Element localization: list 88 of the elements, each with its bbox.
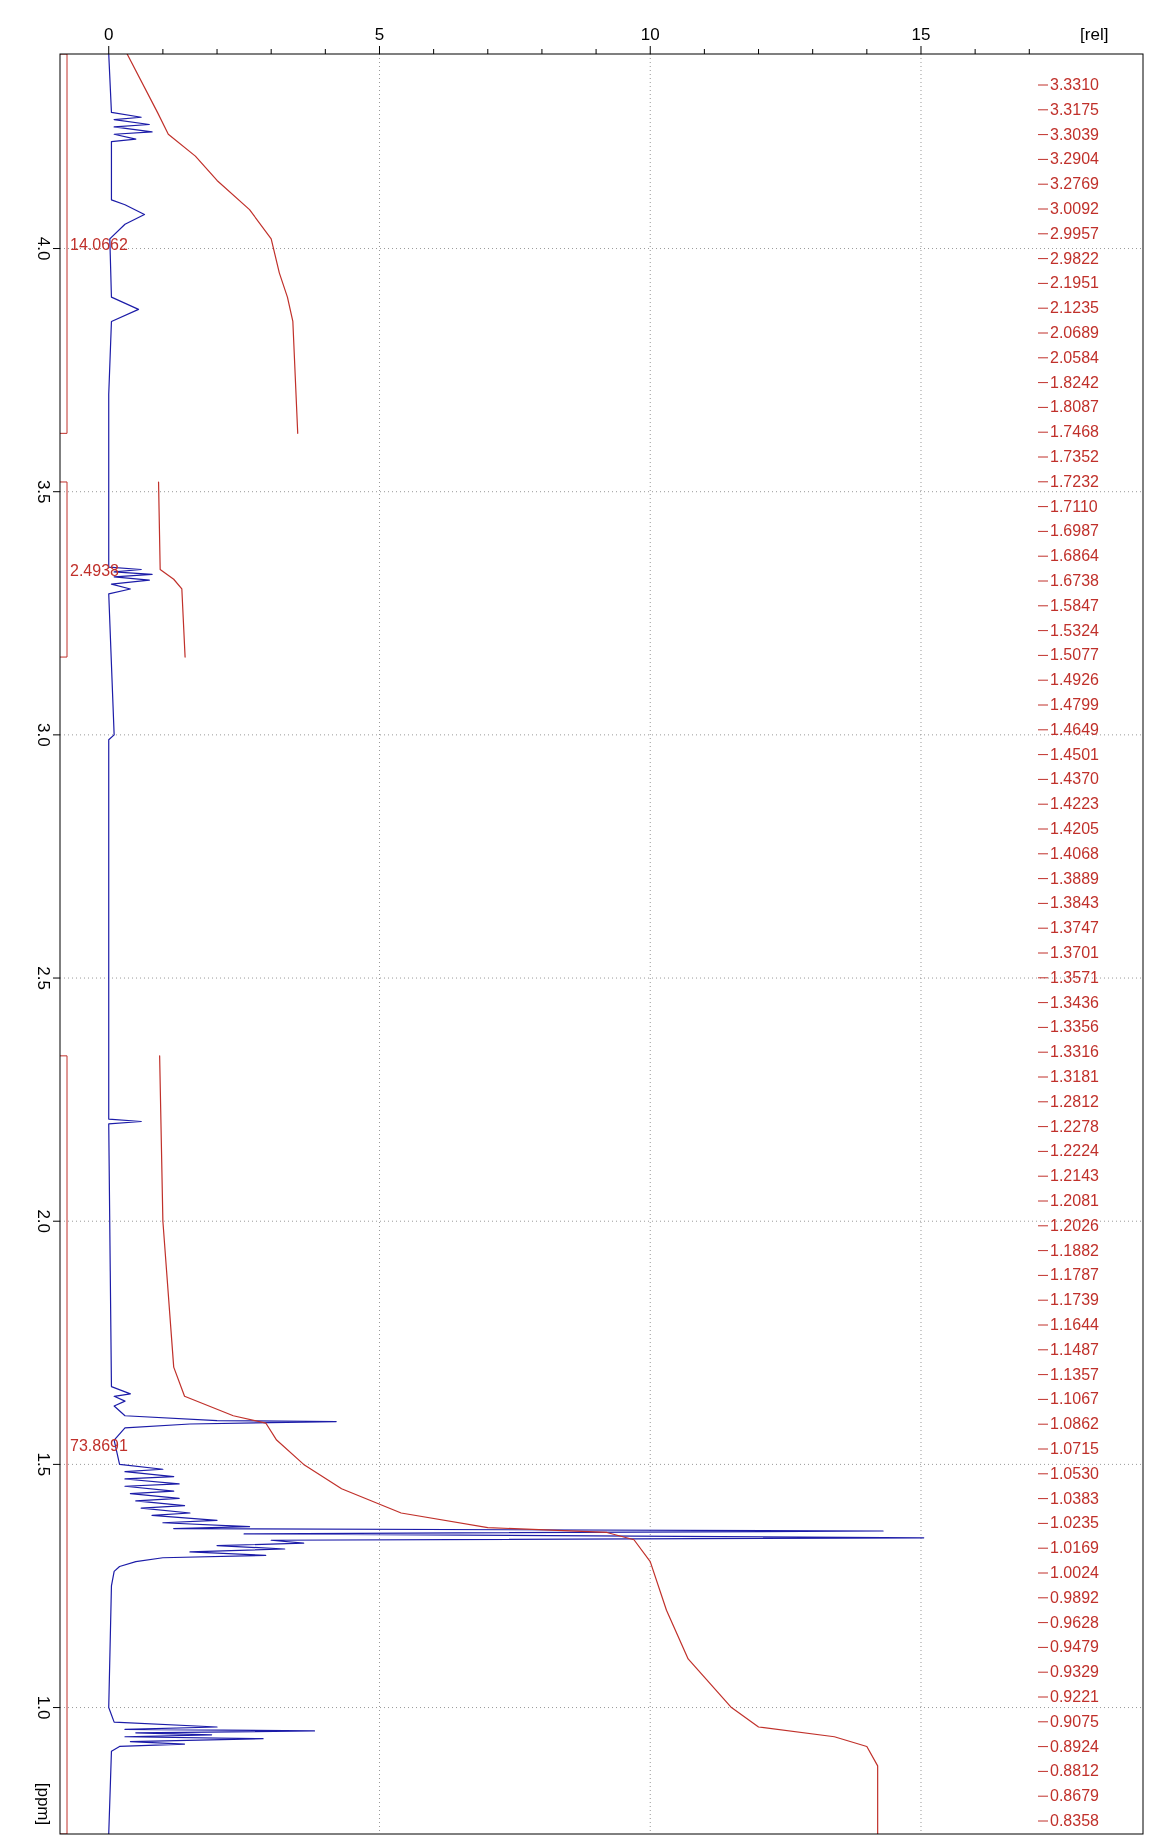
annotation: 0.9075 bbox=[1050, 1712, 1100, 1730]
y-tick-label: 1.5 bbox=[34, 1452, 53, 1477]
annotation: 0.9221 bbox=[1050, 1688, 1100, 1705]
annotation: 3.0092 bbox=[1050, 200, 1100, 217]
y-tick-label: 3.5 bbox=[34, 479, 53, 504]
annotation: 0.9628 bbox=[1050, 1613, 1100, 1631]
annotation: 1.2224 bbox=[1050, 1142, 1100, 1160]
annotation: 0.8812 bbox=[1050, 1762, 1100, 1780]
annotation: 1.3889 bbox=[1050, 869, 1100, 887]
y-tick-label: 1.0 bbox=[34, 1695, 53, 1720]
annotation: 1.7110 bbox=[1050, 497, 1098, 515]
annotation: 1.2143 bbox=[1050, 1167, 1100, 1185]
annotation: 1.8087 bbox=[1050, 398, 1100, 416]
x-tick-label: 0 bbox=[104, 25, 114, 44]
annotation: 1.3316 bbox=[1050, 1043, 1100, 1061]
annotation: 1.8242 bbox=[1050, 373, 1100, 391]
annotation: 1.4370 bbox=[1050, 770, 1100, 788]
x-tick-label: 5 bbox=[374, 25, 385, 44]
y-axis-title: [ppm] bbox=[34, 1782, 53, 1826]
y-tick-label: 4.0 bbox=[34, 236, 53, 261]
annotation: 3.3310 bbox=[1050, 76, 1100, 93]
annotation: 1.3181 bbox=[1050, 1068, 1100, 1085]
annotation: 1.1882 bbox=[1050, 1241, 1100, 1259]
annotation: 1.6864 bbox=[1050, 547, 1100, 565]
annotation: 1.6987 bbox=[1050, 522, 1100, 540]
annotation: 0.9892 bbox=[1050, 1588, 1100, 1606]
annotation: 0.9329 bbox=[1050, 1663, 1100, 1681]
annotation: 1.3747 bbox=[1050, 919, 1100, 937]
annotation: 1.0383 bbox=[1050, 1489, 1100, 1507]
x-tick-label: 15 bbox=[911, 25, 931, 44]
annotation: 1.3571 bbox=[1050, 968, 1100, 986]
annotation: 1.4068 bbox=[1050, 844, 1100, 862]
annotation: 1.0169 bbox=[1050, 1539, 1100, 1557]
line-series bbox=[126, 54, 299, 434]
annotation: 2.0689 bbox=[1050, 324, 1100, 341]
y-tick-label: 2.5 bbox=[34, 966, 53, 990]
annotation: 1.7468 bbox=[1050, 423, 1100, 441]
annotation: 1.1357 bbox=[1050, 1365, 1100, 1383]
annotation: 1.4799 bbox=[1050, 696, 1100, 713]
annotation: 1.1487 bbox=[1050, 1340, 1100, 1358]
x-tick-label: 10 bbox=[640, 25, 660, 44]
annotation: 1.3436 bbox=[1050, 993, 1100, 1011]
annotation: 0.8679 bbox=[1050, 1787, 1100, 1805]
annotation: 1.7352 bbox=[1050, 448, 1100, 465]
annotation: 1.4223 bbox=[1050, 795, 1100, 813]
y-tick-label: 3.0 bbox=[34, 723, 53, 747]
line-series bbox=[157, 481, 186, 658]
annotation: 2.1235 bbox=[1050, 299, 1100, 317]
annotation: 1.7232 bbox=[1050, 472, 1100, 490]
annotation: 1.1739 bbox=[1050, 1291, 1100, 1309]
annotation: 1.1067 bbox=[1050, 1390, 1100, 1408]
annotation: 0.8924 bbox=[1050, 1737, 1100, 1755]
annotation: 0.9479 bbox=[1050, 1638, 1100, 1656]
annotation: 3.2904 bbox=[1050, 150, 1100, 168]
annotation: 1.0862 bbox=[1050, 1415, 1100, 1433]
annotation: 0.8358 bbox=[1050, 1812, 1100, 1829]
y-tick-label: 2.0 bbox=[34, 1209, 53, 1234]
annotation: 1.4501 bbox=[1050, 745, 1100, 763]
annotation: 1.4205 bbox=[1050, 820, 1100, 837]
annotation: 1.2026 bbox=[1050, 1216, 1100, 1234]
annotation: 3.3039 bbox=[1050, 125, 1100, 143]
annotation: 1.2081 bbox=[1050, 1192, 1100, 1209]
annotation: 1.2278 bbox=[1050, 1117, 1100, 1135]
annotation: 1.5847 bbox=[1050, 596, 1100, 614]
line-series bbox=[159, 1055, 879, 1834]
annotation: 2.4938 bbox=[70, 561, 120, 579]
annotation: 1.5077 bbox=[1050, 646, 1100, 664]
annotation: 2.0584 bbox=[1050, 348, 1100, 366]
annotation: 1.0024 bbox=[1050, 1564, 1100, 1581]
annotation: 2.9822 bbox=[1050, 249, 1100, 267]
annotation: 2.1951 bbox=[1050, 274, 1100, 292]
annotation: 1.0235 bbox=[1050, 1514, 1100, 1532]
x-axis-title: [rel] bbox=[1080, 25, 1109, 44]
annotation: 1.4649 bbox=[1050, 720, 1100, 738]
annotation: 1.0715 bbox=[1050, 1440, 1100, 1457]
annotation: 2.9957 bbox=[1050, 224, 1100, 242]
annotation: 1.5324 bbox=[1050, 621, 1100, 639]
annotation: 3.2769 bbox=[1050, 175, 1100, 193]
annotation: 1.6738 bbox=[1050, 572, 1100, 589]
annotation: 3.3175 bbox=[1050, 100, 1100, 118]
annotation: 1.3701 bbox=[1050, 944, 1100, 961]
annotation: 1.4926 bbox=[1050, 671, 1100, 689]
annotation: 1.0530 bbox=[1050, 1464, 1100, 1482]
annotation: 1.2812 bbox=[1050, 1092, 1100, 1110]
annotation: 1.3356 bbox=[1050, 1018, 1100, 1036]
annotation: 1.1787 bbox=[1050, 1266, 1100, 1284]
annotation: 1.1644 bbox=[1050, 1316, 1100, 1333]
annotation: 1.3843 bbox=[1050, 894, 1100, 912]
